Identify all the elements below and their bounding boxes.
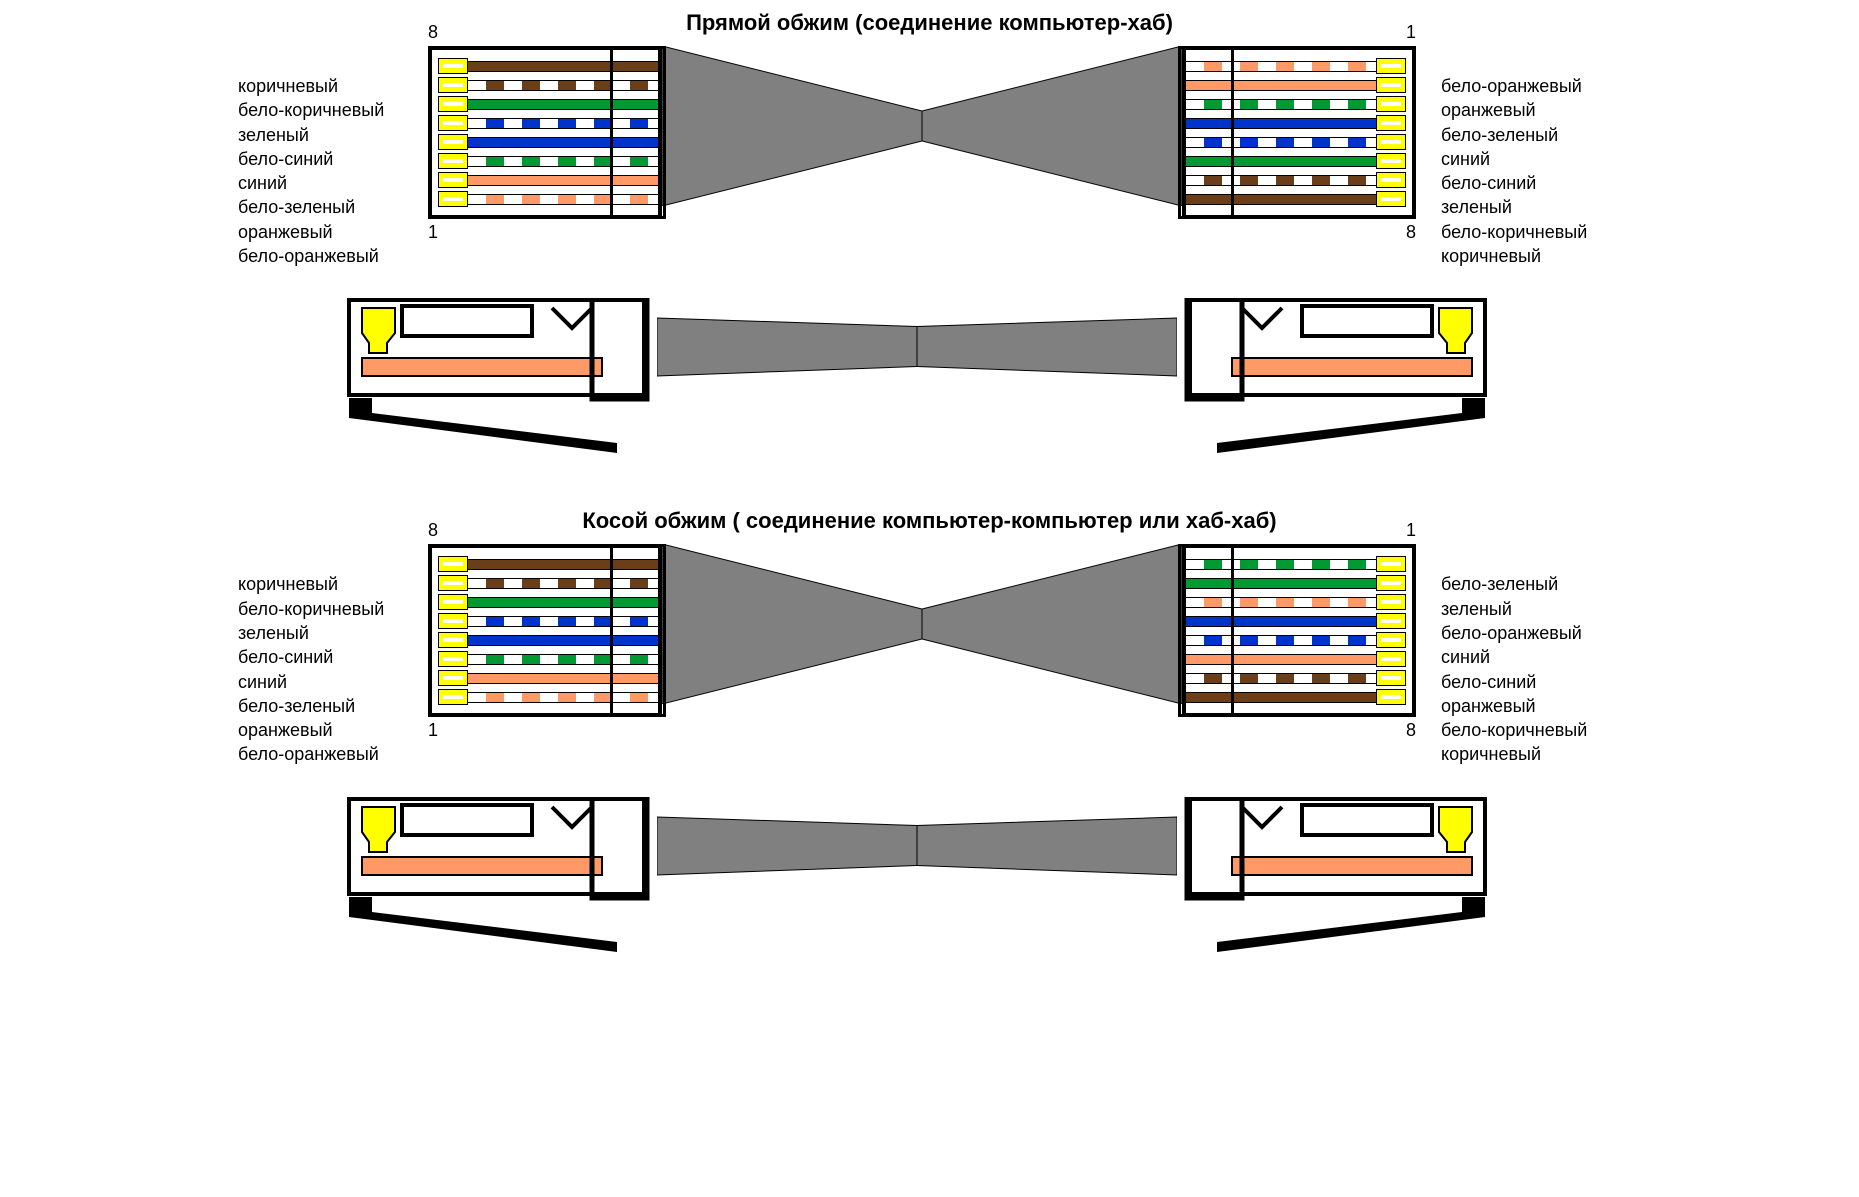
wire-label: бело-синий	[238, 147, 418, 171]
cable-clamp	[1178, 46, 1234, 219]
wire-label: бело-зеленый	[1441, 123, 1621, 147]
pin-contact	[1376, 115, 1406, 131]
pin-contact	[438, 77, 468, 93]
wire-labels-left: коричневыйбело-коричневыйзеленыйбело-син…	[238, 46, 428, 268]
wire-label: коричневый	[238, 572, 418, 596]
wire-label: бело-зеленый	[238, 694, 418, 718]
wire-label: коричневый	[1441, 244, 1621, 268]
pin-number: 8	[428, 22, 438, 43]
wire-label: бело-оранжевый	[238, 742, 418, 766]
pin-contact	[438, 651, 468, 667]
cable-segment	[922, 544, 1182, 704]
pin-contact	[1376, 594, 1406, 610]
pin-contact	[1376, 575, 1406, 591]
wire-labels-right: бело-оранжевыйоранжевыйбело-зеленыйсиний…	[1416, 46, 1621, 268]
wire-label: зеленый	[238, 621, 418, 645]
pin-contact	[438, 172, 468, 188]
wire-label: бело-синий	[238, 645, 418, 669]
pin-contact	[438, 632, 468, 648]
pin-contact	[1376, 689, 1406, 705]
pin-contact	[1376, 191, 1406, 207]
pin-number: 8	[1406, 222, 1416, 243]
wire-label: оранжевый	[1441, 98, 1621, 122]
wire-label: бело-коричневый	[238, 597, 418, 621]
pin-contact	[1376, 556, 1406, 572]
pin-contact	[1376, 651, 1406, 667]
cable-segment	[662, 544, 922, 704]
pin-contact	[1376, 670, 1406, 686]
wiring-diagram-section: Косой обжим ( соединение компьютер-компь…	[10, 508, 1849, 966]
rj45-connector-side	[1177, 298, 1487, 468]
rj45-connector-top	[1182, 46, 1416, 219]
pin-contact	[1376, 153, 1406, 169]
pin-contact	[438, 134, 468, 150]
cable-clamp	[610, 544, 666, 717]
wire-label: бело-синий	[1441, 670, 1621, 694]
wire-label: оранжевый	[1441, 694, 1621, 718]
rj45-connector-side	[347, 797, 657, 967]
wire-label: зеленый	[1441, 597, 1621, 621]
rj45-connector-top	[428, 544, 662, 717]
wire-label: бело-синий	[1441, 171, 1621, 195]
wire-labels-left: коричневыйбело-коричневыйзеленыйбело-син…	[238, 544, 428, 766]
wire-label: бело-зеленый	[1441, 572, 1621, 596]
wire-label: коричневый	[238, 74, 418, 98]
pin-contact	[1376, 96, 1406, 112]
pin-contact	[1376, 613, 1406, 629]
wire-label: синий	[1441, 147, 1621, 171]
wire-label: бело-оранжевый	[238, 244, 418, 268]
pin-contact	[1376, 134, 1406, 150]
cable-clamp	[610, 46, 666, 219]
rj45-connector-side	[347, 298, 657, 468]
wire-label: оранжевый	[238, 718, 418, 742]
wire-label: зеленый	[1441, 195, 1621, 219]
rj45-connector-top	[428, 46, 662, 219]
pin-contact	[1376, 172, 1406, 188]
wire-label: зеленый	[238, 123, 418, 147]
pin-contact	[1376, 632, 1406, 648]
wire-label: бело-коричневый	[1441, 220, 1621, 244]
wire-label: синий	[238, 171, 418, 195]
pin-number: 1	[428, 720, 438, 741]
wire-label: синий	[1441, 645, 1621, 669]
section-title: Косой обжим ( соединение компьютер-компь…	[10, 508, 1849, 534]
wiring-diagram-section: Прямой обжим (соединение компьютер-хаб) к…	[10, 10, 1849, 468]
pin-number: 8	[1406, 720, 1416, 741]
wire-label: бело-оранжевый	[1441, 621, 1621, 645]
pin-contact	[438, 594, 468, 610]
pin-contact	[438, 575, 468, 591]
wire-label: бело-коричневый	[238, 98, 418, 122]
wire-label: бело-коричневый	[1441, 718, 1621, 742]
wire-label: бело-оранжевый	[1441, 74, 1621, 98]
wire-label: коричневый	[1441, 742, 1621, 766]
cable-segment	[922, 46, 1182, 206]
pin-contact	[438, 58, 468, 74]
pin-contact	[438, 670, 468, 686]
wire-label: бело-зеленый	[238, 195, 418, 219]
cable-segment	[662, 46, 922, 206]
pin-contact	[438, 689, 468, 705]
rj45-connector-side	[1177, 797, 1487, 967]
pin-contact	[438, 96, 468, 112]
pin-contact	[438, 556, 468, 572]
pin-contact	[438, 153, 468, 169]
wire-labels-right: бело-зеленыйзеленыйбело-оранжевыйсинийбе…	[1416, 544, 1621, 766]
pin-contact	[1376, 77, 1406, 93]
pin-number: 8	[428, 520, 438, 541]
section-title: Прямой обжим (соединение компьютер-хаб)	[10, 10, 1849, 36]
pin-number: 1	[1406, 520, 1416, 541]
pin-contact	[438, 115, 468, 131]
pin-number: 1	[1406, 22, 1416, 43]
pin-contact	[438, 613, 468, 629]
cable-clamp	[1178, 544, 1234, 717]
wire-label: оранжевый	[238, 220, 418, 244]
pin-contact	[438, 191, 468, 207]
wire-label: синий	[238, 670, 418, 694]
pin-contact	[1376, 58, 1406, 74]
rj45-connector-top	[1182, 544, 1416, 717]
pin-number: 1	[428, 222, 438, 243]
